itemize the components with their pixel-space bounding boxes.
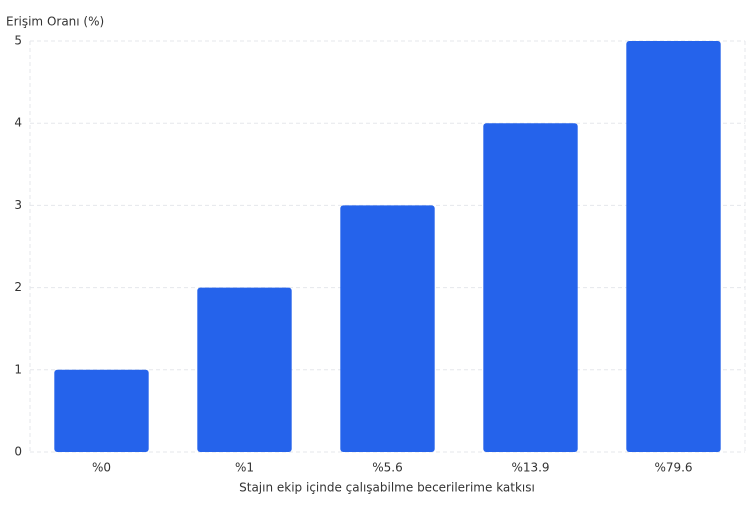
y-tick-label: 3 bbox=[14, 198, 22, 212]
x-tick-label: %5.6 bbox=[372, 461, 403, 475]
bar bbox=[340, 205, 435, 452]
x-tick-label: %13.9 bbox=[511, 461, 549, 475]
y-tick-label: 0 bbox=[14, 445, 22, 459]
bar bbox=[626, 41, 721, 452]
bar bbox=[483, 123, 578, 452]
x-axis-label: Stajın ekip içinde çalışabilme beceriler… bbox=[239, 481, 535, 495]
x-tick-label: %79.6 bbox=[654, 461, 692, 475]
y-tick-label: 1 bbox=[14, 362, 22, 376]
x-tick-label: %0 bbox=[92, 461, 111, 475]
y-axis-label: Erişim Oranı (%) bbox=[6, 15, 104, 29]
x-tick-label: %1 bbox=[235, 461, 254, 475]
y-tick-label: 2 bbox=[14, 280, 22, 294]
bar bbox=[197, 287, 292, 452]
y-tick-label: 4 bbox=[14, 116, 22, 130]
y-tick-label: 5 bbox=[14, 34, 22, 48]
bar bbox=[54, 369, 149, 452]
